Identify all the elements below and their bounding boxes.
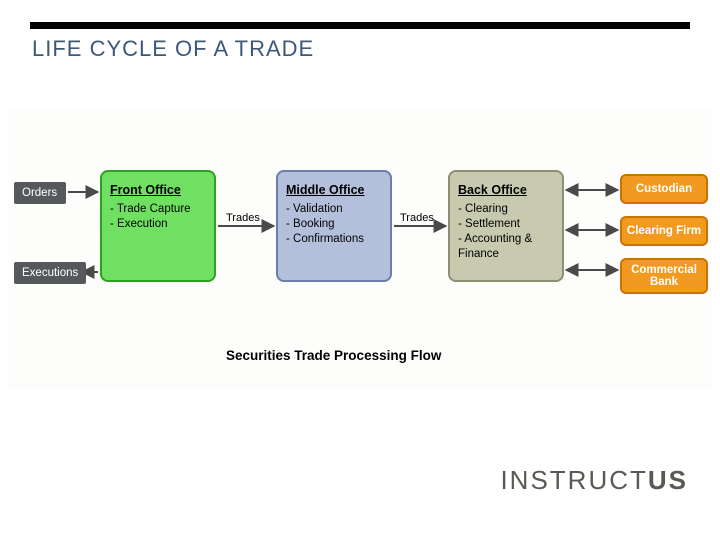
- node-header: Front Office: [110, 182, 206, 198]
- node-front-office: Front Office - Trade Capture- Execution: [100, 170, 216, 282]
- logo-right: US: [648, 465, 688, 495]
- io-tag-executions: Executions: [14, 262, 86, 284]
- node-item: - Validation: [286, 202, 382, 217]
- node-header: Middle Office: [286, 182, 382, 198]
- logo-left: INSTRUCT: [500, 465, 647, 495]
- node-item: - Execution: [110, 217, 206, 232]
- endpoint-clearing-firm: Clearing Firm: [620, 216, 708, 246]
- endpoint-commercial-bank: Commercial Bank: [620, 258, 708, 294]
- brand-logo: INSTRUCTUS: [500, 465, 688, 496]
- node-item: - Confirmations: [286, 232, 382, 247]
- arrow-label-front-to-middle: Trades: [226, 212, 260, 224]
- node-item: - Booking: [286, 217, 382, 232]
- node-item: - Settlement: [458, 217, 554, 232]
- node-middle-office: Middle Office - Validation- Booking- Conf…: [276, 170, 392, 282]
- page-title: LIFE CYCLE OF A TRADE: [32, 36, 314, 62]
- node-back-office: Back Office - Clearing- Settlement- Accou…: [448, 170, 564, 282]
- endpoint-custodian: Custodian: [620, 174, 708, 204]
- arrow-label-middle-to-back: Trades: [400, 212, 434, 224]
- node-item: - Accounting & Finance: [458, 232, 554, 262]
- trade-flow-diagram: Securities Trade Processing Flow Orders E…: [8, 110, 712, 390]
- node-item: - Clearing: [458, 202, 554, 217]
- node-header: Back Office: [458, 182, 554, 198]
- node-item: - Trade Capture: [110, 202, 206, 217]
- title-bar: [30, 22, 690, 29]
- diagram-caption: Securities Trade Processing Flow: [226, 348, 441, 363]
- io-tag-orders: Orders: [14, 182, 66, 204]
